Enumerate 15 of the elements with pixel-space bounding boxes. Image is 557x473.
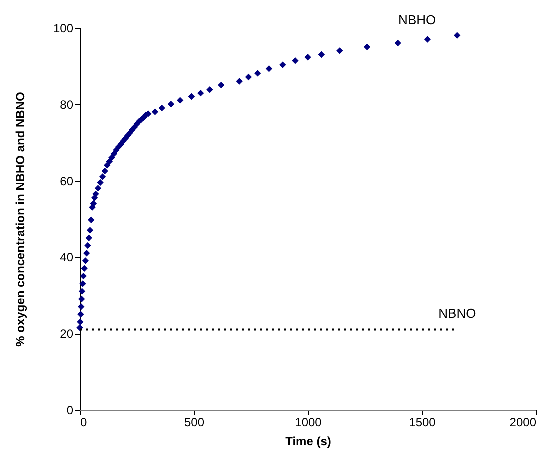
y-tick-label: 80 — [60, 98, 74, 112]
y-tick-label: 20 — [60, 327, 74, 342]
x-axis-title: Time (s) — [286, 434, 332, 448]
x-tick-label: 1000 — [295, 416, 322, 430]
x-tick-label: 2000 — [510, 416, 537, 430]
y-tick-label: 0 — [66, 404, 74, 418]
series-label: NBHO — [398, 12, 436, 28]
y-tick-label: 100 — [53, 22, 74, 36]
series-label: NBNO — [438, 306, 476, 321]
y-tick-label: 40 — [60, 250, 74, 265]
y-axis-title: % oxygen concentration in NBHO and NBNO — [13, 92, 28, 347]
x-tick-label: 500 — [184, 416, 205, 430]
x-tick-label: 0 — [80, 416, 88, 430]
y-tick-label: 60 — [60, 174, 74, 188]
x-tick-label: 1500 — [409, 416, 436, 430]
